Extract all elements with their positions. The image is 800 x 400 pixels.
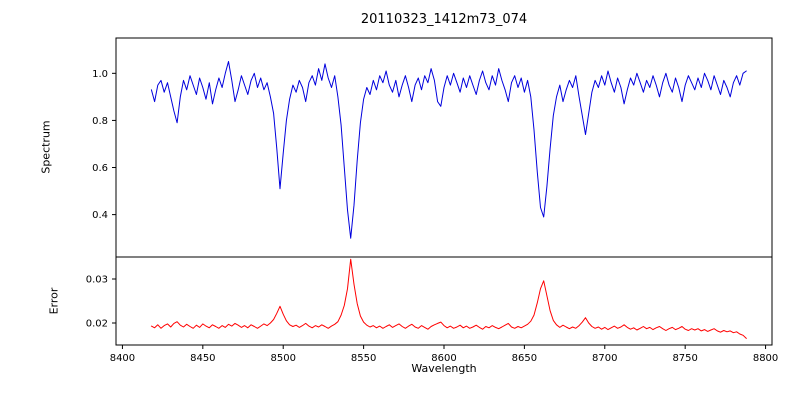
spectrum-subplot-ytick-label: 0.8 bbox=[92, 116, 108, 127]
spectrum-y-axis-label: Spectrum bbox=[39, 120, 53, 174]
x-tick-label: 8800 bbox=[753, 353, 778, 364]
x-tick-label: 8700 bbox=[592, 353, 617, 364]
spectrum-subplot-line bbox=[150, 61, 747, 239]
x-axis-ticks: 8400 8450 8500 8550 8600 8650 8700 8750 8800 bbox=[110, 345, 778, 364]
x-tick-label: 8450 bbox=[190, 353, 215, 364]
x-tick-label: 8500 bbox=[270, 353, 295, 364]
x-tick-label: 8650 bbox=[512, 353, 537, 364]
error-subplot-line bbox=[150, 258, 747, 339]
x-tick-label: 8400 bbox=[110, 353, 135, 364]
spectrum-subplot-ytick-label: 0.6 bbox=[92, 163, 108, 174]
error-subplot-ytick-label: 0.02 bbox=[86, 319, 108, 330]
spectrum-subplot-ytick-label: 1.0 bbox=[92, 69, 108, 80]
x-tick-label: 8750 bbox=[672, 353, 697, 364]
spectrum-subplot: 1.0 0.8 0.6 0.4 bbox=[92, 37, 773, 258]
plot-title: 20110323_1412m73_074 bbox=[360, 12, 528, 27]
x-tick-label: 8600 bbox=[431, 353, 456, 364]
error-subplot: 0.03 0.02 bbox=[86, 256, 773, 346]
error-y-axis-label: Error bbox=[47, 287, 61, 315]
x-tick-label: 8550 bbox=[351, 353, 376, 364]
x-axis-label: Wavelength bbox=[411, 362, 477, 375]
error-subplot-ytick-label: 0.03 bbox=[86, 275, 108, 286]
spectrum-subplot-ytick-label: 0.4 bbox=[92, 210, 108, 221]
